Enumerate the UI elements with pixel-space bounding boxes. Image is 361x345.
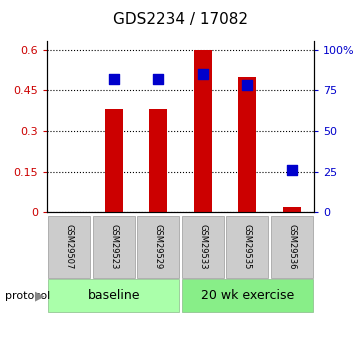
Text: GSM29507: GSM29507 bbox=[65, 224, 74, 269]
Point bbox=[111, 76, 117, 81]
Text: GSM29536: GSM29536 bbox=[287, 224, 296, 269]
Bar bbox=[271, 216, 313, 278]
Bar bbox=[48, 216, 90, 278]
Text: GSM29535: GSM29535 bbox=[243, 224, 252, 269]
Point bbox=[244, 82, 250, 88]
Bar bbox=[105, 109, 123, 212]
Text: baseline: baseline bbox=[87, 289, 140, 302]
Text: ▶: ▶ bbox=[35, 289, 45, 302]
Point bbox=[289, 167, 295, 172]
Bar bbox=[238, 77, 256, 212]
Bar bbox=[283, 207, 301, 212]
Point bbox=[200, 71, 206, 77]
Bar bbox=[226, 216, 269, 278]
Text: GSM29533: GSM29533 bbox=[198, 224, 207, 269]
Bar bbox=[149, 109, 167, 212]
Text: GSM29529: GSM29529 bbox=[154, 224, 163, 269]
Text: GSM29523: GSM29523 bbox=[109, 224, 118, 269]
Bar bbox=[194, 50, 212, 212]
Bar bbox=[48, 279, 179, 312]
Text: 20 wk exercise: 20 wk exercise bbox=[201, 289, 294, 302]
Bar bbox=[182, 279, 313, 312]
Text: protocol: protocol bbox=[5, 291, 51, 301]
Bar bbox=[137, 216, 179, 278]
Bar bbox=[92, 216, 135, 278]
Text: GDS2234 / 17082: GDS2234 / 17082 bbox=[113, 12, 248, 27]
Bar bbox=[182, 216, 224, 278]
Point bbox=[155, 76, 161, 81]
